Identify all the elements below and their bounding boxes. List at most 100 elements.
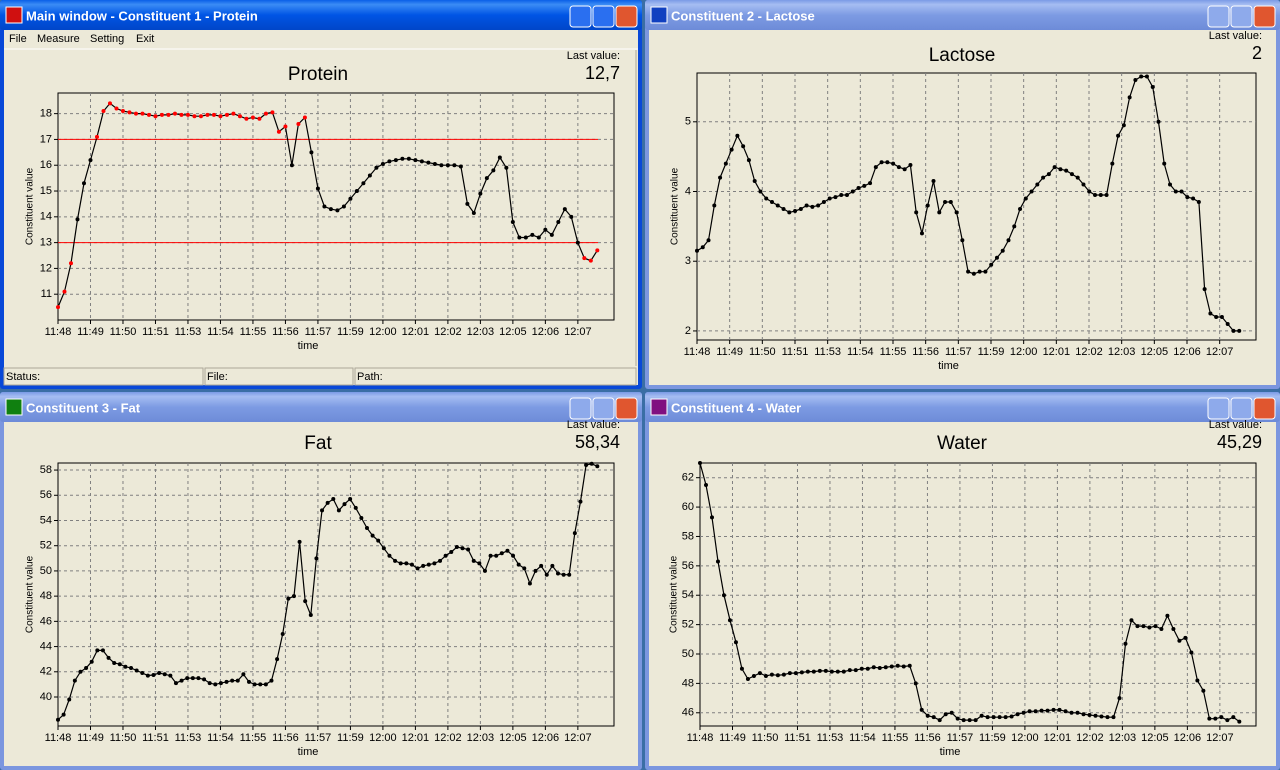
data-point (1219, 314, 1224, 319)
y-tick-label: 58 (40, 464, 52, 476)
close-button[interactable] (1253, 5, 1276, 28)
data-point (67, 697, 72, 702)
x-tick-label: 11:55 (880, 346, 907, 358)
data-point (589, 461, 594, 466)
title-bar (645, 392, 1280, 422)
data-point (127, 110, 132, 115)
data-point (1127, 95, 1132, 100)
close-button[interactable] (615, 5, 638, 28)
data-point (584, 463, 589, 468)
data-point (889, 664, 894, 669)
data-point (1058, 167, 1063, 172)
maximize-button[interactable] (592, 397, 615, 420)
data-point (78, 669, 83, 674)
data-point (769, 672, 774, 677)
data-point (769, 199, 774, 204)
data-point (1099, 714, 1104, 719)
y-tick-label: 11 (41, 288, 52, 300)
data-point (112, 660, 117, 665)
data-point (582, 256, 587, 261)
menu-item[interactable]: Exit (136, 33, 154, 45)
menu-item[interactable]: Setting (90, 33, 124, 45)
data-point (1087, 189, 1092, 194)
data-point (387, 159, 392, 164)
x-tick-label: 12:07 (1206, 732, 1234, 744)
data-point (297, 539, 302, 544)
data-point (381, 546, 386, 551)
status-label: Path: (357, 371, 383, 383)
data-point (406, 156, 411, 161)
data-point (205, 112, 210, 117)
y-axis-label: Constituent value (670, 167, 681, 245)
data-point (231, 111, 236, 116)
y-tick-label: 48 (40, 590, 52, 602)
data-point (342, 502, 347, 507)
data-point (413, 158, 418, 163)
data-point (549, 232, 554, 237)
status-label: Status: (6, 371, 40, 383)
y-tick-label: 15 (40, 185, 52, 197)
y-axis-label: Constituent value (25, 555, 36, 633)
data-point (925, 203, 930, 208)
data-point (1098, 192, 1103, 197)
data-point (1144, 74, 1149, 79)
minimize-button[interactable] (569, 397, 592, 420)
minimize-button[interactable] (1207, 397, 1230, 420)
data-point (404, 561, 409, 566)
data-point (244, 116, 249, 121)
data-point (415, 566, 420, 571)
x-tick-label: 12:01 (1044, 732, 1072, 744)
minimize-button[interactable] (1207, 5, 1230, 28)
data-point (562, 207, 567, 212)
data-point (983, 269, 988, 274)
close-button[interactable] (615, 397, 638, 420)
data-point (1185, 195, 1190, 200)
x-tick-label: 11:55 (240, 326, 267, 338)
y-tick-label: 17 (40, 133, 52, 145)
data-point (1015, 712, 1020, 717)
data-point (1075, 175, 1080, 180)
x-tick-label: 11:50 (110, 732, 137, 744)
maximize-button[interactable] (1230, 5, 1253, 28)
maximize-button[interactable] (592, 5, 615, 28)
data-point (213, 682, 218, 687)
x-tick-label: 11:55 (240, 732, 267, 744)
maximize-button[interactable] (1230, 397, 1253, 420)
status-field (354, 367, 637, 386)
data-point (511, 553, 516, 558)
data-point (275, 657, 280, 662)
data-point (314, 556, 319, 561)
minimize-button[interactable] (569, 5, 592, 28)
data-point (1029, 189, 1034, 194)
data-point (484, 176, 489, 181)
data-point (336, 508, 341, 513)
chart-title: Water (937, 433, 988, 454)
data-point (331, 497, 336, 502)
data-point (471, 558, 476, 563)
data-point (1051, 707, 1056, 712)
data-point (706, 238, 711, 243)
menu-item[interactable]: File (9, 33, 27, 45)
menu-item[interactable]: Measure (37, 33, 80, 45)
x-tick-label: 12:02 (434, 326, 462, 338)
data-point (746, 158, 751, 163)
data-point (247, 679, 252, 684)
data-point (185, 676, 190, 681)
status-field (204, 367, 354, 386)
data-point (823, 668, 828, 673)
window-title: Main window - Constituent 1 - Protein (26, 8, 258, 23)
data-point (793, 209, 798, 214)
data-point (1159, 627, 1164, 632)
x-tick-label: 12:06 (1173, 346, 1201, 358)
data-point (499, 551, 504, 556)
data-point (1039, 708, 1044, 713)
data-point (1191, 196, 1196, 201)
close-button[interactable] (1253, 397, 1276, 420)
data-point (718, 175, 723, 180)
data-point (1105, 715, 1110, 720)
title-bar (645, 0, 1280, 30)
data-point (1117, 696, 1122, 701)
x-tick-label: 11:49 (77, 732, 104, 744)
y-tick-label: 3 (685, 255, 691, 267)
